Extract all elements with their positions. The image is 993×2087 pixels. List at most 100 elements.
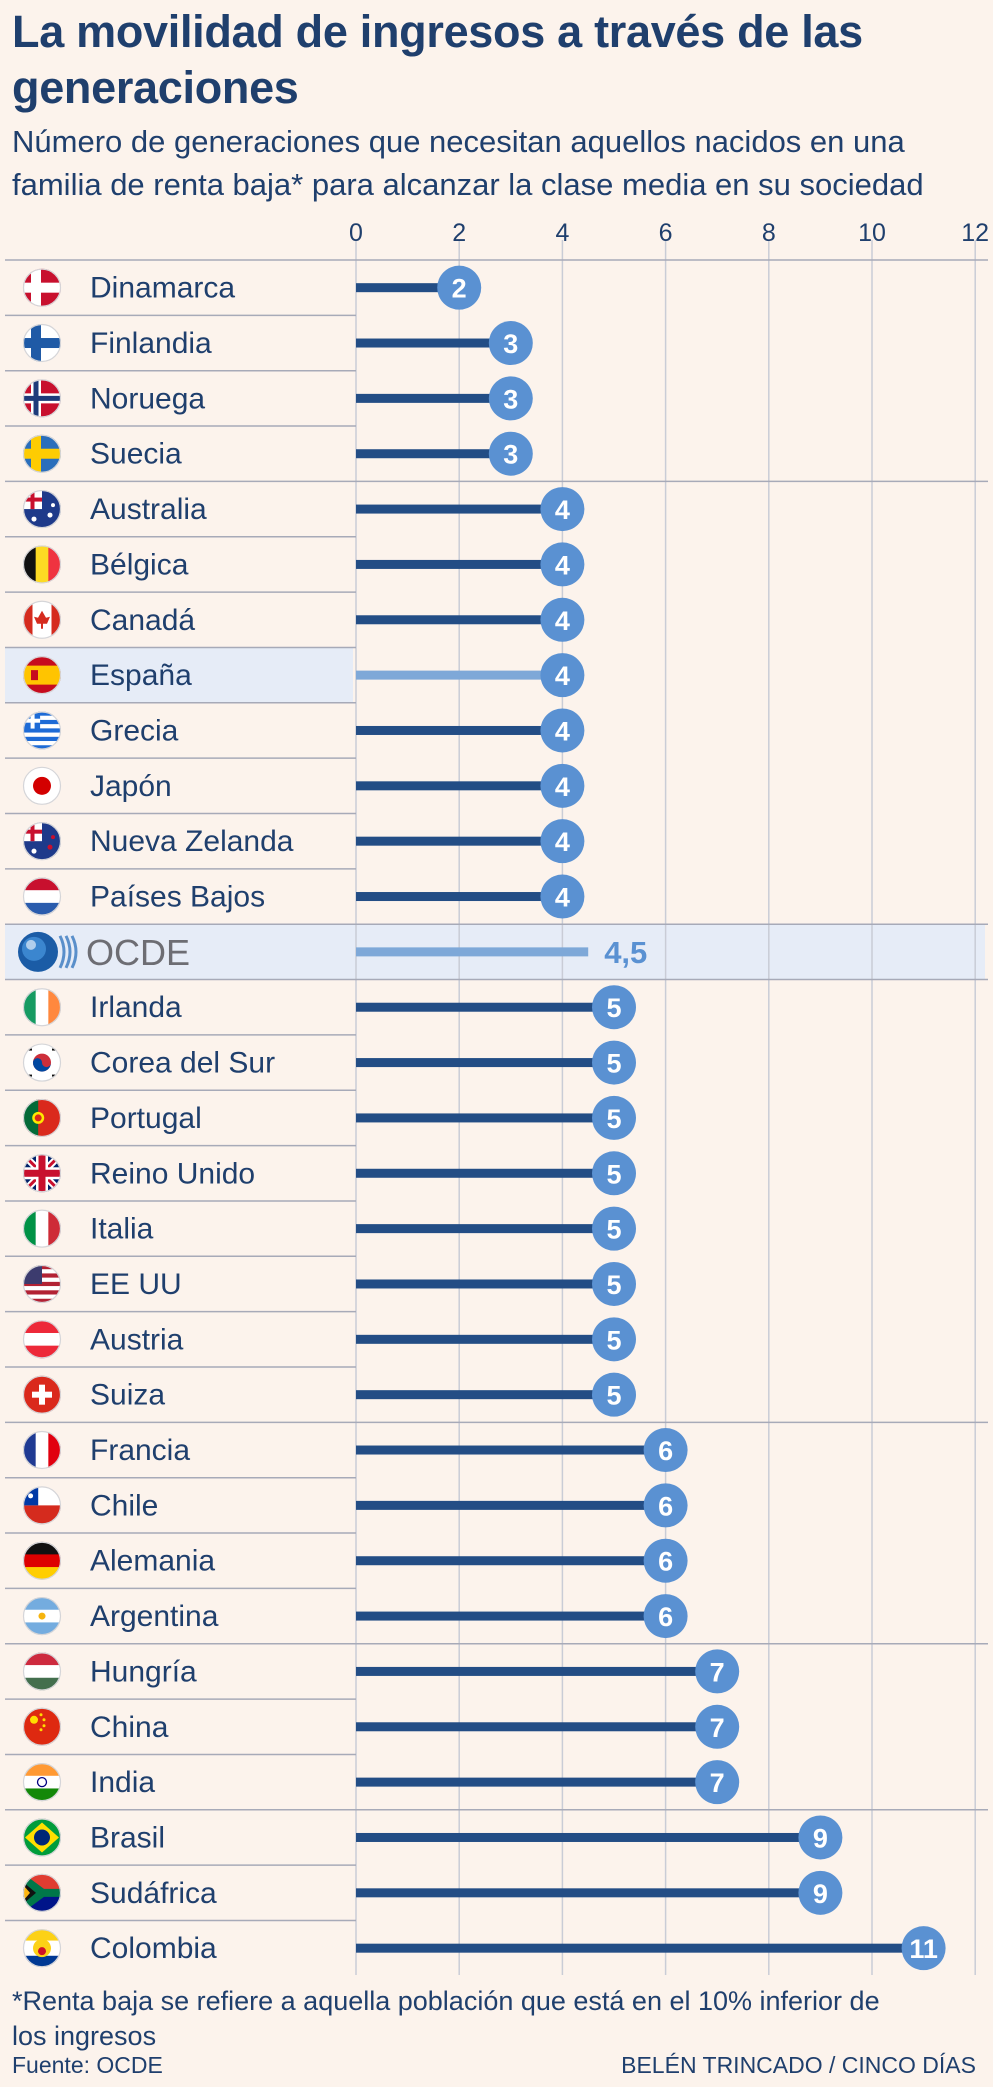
- data-label: 4: [555, 716, 570, 746]
- chart-row: Irlanda 5: [22, 985, 636, 1030]
- finland-flag-icon: [22, 323, 62, 363]
- bar: [356, 725, 563, 735]
- bar: [356, 1556, 666, 1566]
- category-label: Colombia: [90, 1932, 217, 1965]
- switzerland-flag-icon: [22, 1375, 62, 1414]
- bar: [356, 504, 563, 514]
- bar: [356, 283, 460, 293]
- bar: [356, 1224, 614, 1234]
- x-tick-label: 6: [659, 219, 673, 247]
- category-label: OCDE: [86, 932, 190, 973]
- chart-row: Italia 5: [22, 1206, 636, 1251]
- chart-row: Noruega 3: [22, 376, 533, 421]
- data-label: 5: [606, 1215, 621, 1245]
- value-bubble: [695, 1704, 740, 1749]
- value-bubble: [592, 1317, 636, 1362]
- canada-flag-icon: [22, 600, 62, 639]
- data-label: 6: [658, 1436, 673, 1466]
- category-label: Bélgica: [90, 548, 189, 581]
- data-label: 5: [606, 1049, 621, 1079]
- bar: [356, 1500, 666, 1510]
- category-label: Noruega: [90, 382, 205, 415]
- category-label: Reino Unido: [90, 1157, 255, 1190]
- data-label: 2: [452, 274, 467, 304]
- value-bubble: [540, 487, 585, 532]
- india-flag-icon: [22, 1763, 62, 1802]
- source-label: Fuente: OCDE: [12, 2052, 163, 2078]
- belgium-flag-icon: [22, 545, 62, 584]
- chart-row: Finlandia 3: [22, 321, 533, 366]
- value-bubble: [592, 1261, 636, 1306]
- bar: [356, 1279, 614, 1289]
- austria-flag-icon: [22, 1320, 62, 1359]
- chart-row: Suiza 5: [22, 1372, 636, 1417]
- bar: [356, 1611, 666, 1621]
- category-label: EE UU: [90, 1268, 182, 1301]
- netherlands-flag-icon: [22, 877, 62, 916]
- bar: [356, 1943, 924, 1953]
- bar: [356, 1002, 614, 1012]
- ireland-flag-icon: [22, 988, 62, 1027]
- data-label: 3: [503, 384, 518, 414]
- category-label: China: [90, 1711, 169, 1744]
- credit-label: BELÉN TRINCADO / CINCO DÍAS: [621, 2052, 976, 2078]
- united-kingdom-flag-icon: [22, 1154, 62, 1193]
- chart-subtitle: Número de generaciones que necesitan aqu…: [12, 124, 924, 202]
- chart-row: China 7: [22, 1704, 740, 1749]
- data-label: 5: [606, 1381, 621, 1411]
- category-label: Francia: [90, 1434, 190, 1467]
- category-label: Sudáfrica: [90, 1877, 217, 1910]
- x-tick-label: 8: [762, 219, 776, 247]
- japan-flag-icon: [22, 766, 62, 805]
- chart-title: La movilidad de ingresos a través de las…: [12, 6, 863, 113]
- chart-row: Bélgica 4: [22, 542, 585, 587]
- value-bubble: [540, 708, 585, 753]
- category-label: Japón: [90, 770, 172, 803]
- category-label: Chile: [90, 1489, 158, 1522]
- data-label: 4: [555, 827, 570, 857]
- chart-row: Países Bajos 4: [22, 874, 585, 919]
- argentina-flag-icon: [22, 1596, 62, 1636]
- category-label: Italia: [90, 1213, 154, 1246]
- footnote: *Renta baja se refiere a aquella poblaci…: [12, 1986, 880, 2051]
- value-bubble: [488, 321, 533, 366]
- bar: [356, 1832, 821, 1842]
- chart-row: India 7: [22, 1760, 740, 1805]
- portugal-flag-icon: [22, 1098, 62, 1138]
- value-bubble: [540, 597, 585, 642]
- bar: [356, 1113, 614, 1123]
- hungary-flag-icon: [22, 1652, 62, 1691]
- chart-row: Nueva Zelanda 4: [22, 819, 585, 864]
- data-label: 6: [658, 1491, 673, 1521]
- bar: [356, 1777, 718, 1787]
- chart-row: Austria 5: [22, 1317, 636, 1362]
- bar: [356, 1390, 614, 1400]
- sweden-flag-icon: [22, 434, 62, 473]
- bar: [356, 1666, 718, 1676]
- new-zealand-flag-icon: [22, 822, 62, 861]
- category-label: Corea del Sur: [90, 1047, 275, 1080]
- data-label: 4: [555, 495, 570, 525]
- bar: [356, 559, 563, 569]
- x-tick-label: 12: [961, 219, 989, 247]
- italy-flag-icon: [22, 1209, 62, 1248]
- category-label: Finlandia: [90, 327, 212, 360]
- category-label: Dinamarca: [90, 272, 235, 305]
- data-label: 6: [658, 1602, 673, 1632]
- value-bubble: [592, 1040, 636, 1085]
- bar: [356, 615, 563, 625]
- value-bubble: [488, 376, 533, 421]
- value-bubble: [695, 1649, 740, 1694]
- data-label: 4,5: [604, 935, 647, 970]
- value-bubble: [643, 1428, 688, 1473]
- chart-row: Hungría 7: [22, 1649, 740, 1694]
- value-bubble: [540, 763, 585, 808]
- chart-row: Chile 6: [22, 1483, 688, 1528]
- data-label: 11: [909, 1934, 938, 1964]
- oecd-logo-icon: [18, 931, 78, 972]
- category-label: India: [90, 1766, 155, 1799]
- bar: [356, 1168, 614, 1178]
- chart-row: Australia 4: [22, 487, 585, 532]
- category-label: Irlanda: [90, 991, 182, 1024]
- chart-row: Grecia 4: [22, 708, 585, 753]
